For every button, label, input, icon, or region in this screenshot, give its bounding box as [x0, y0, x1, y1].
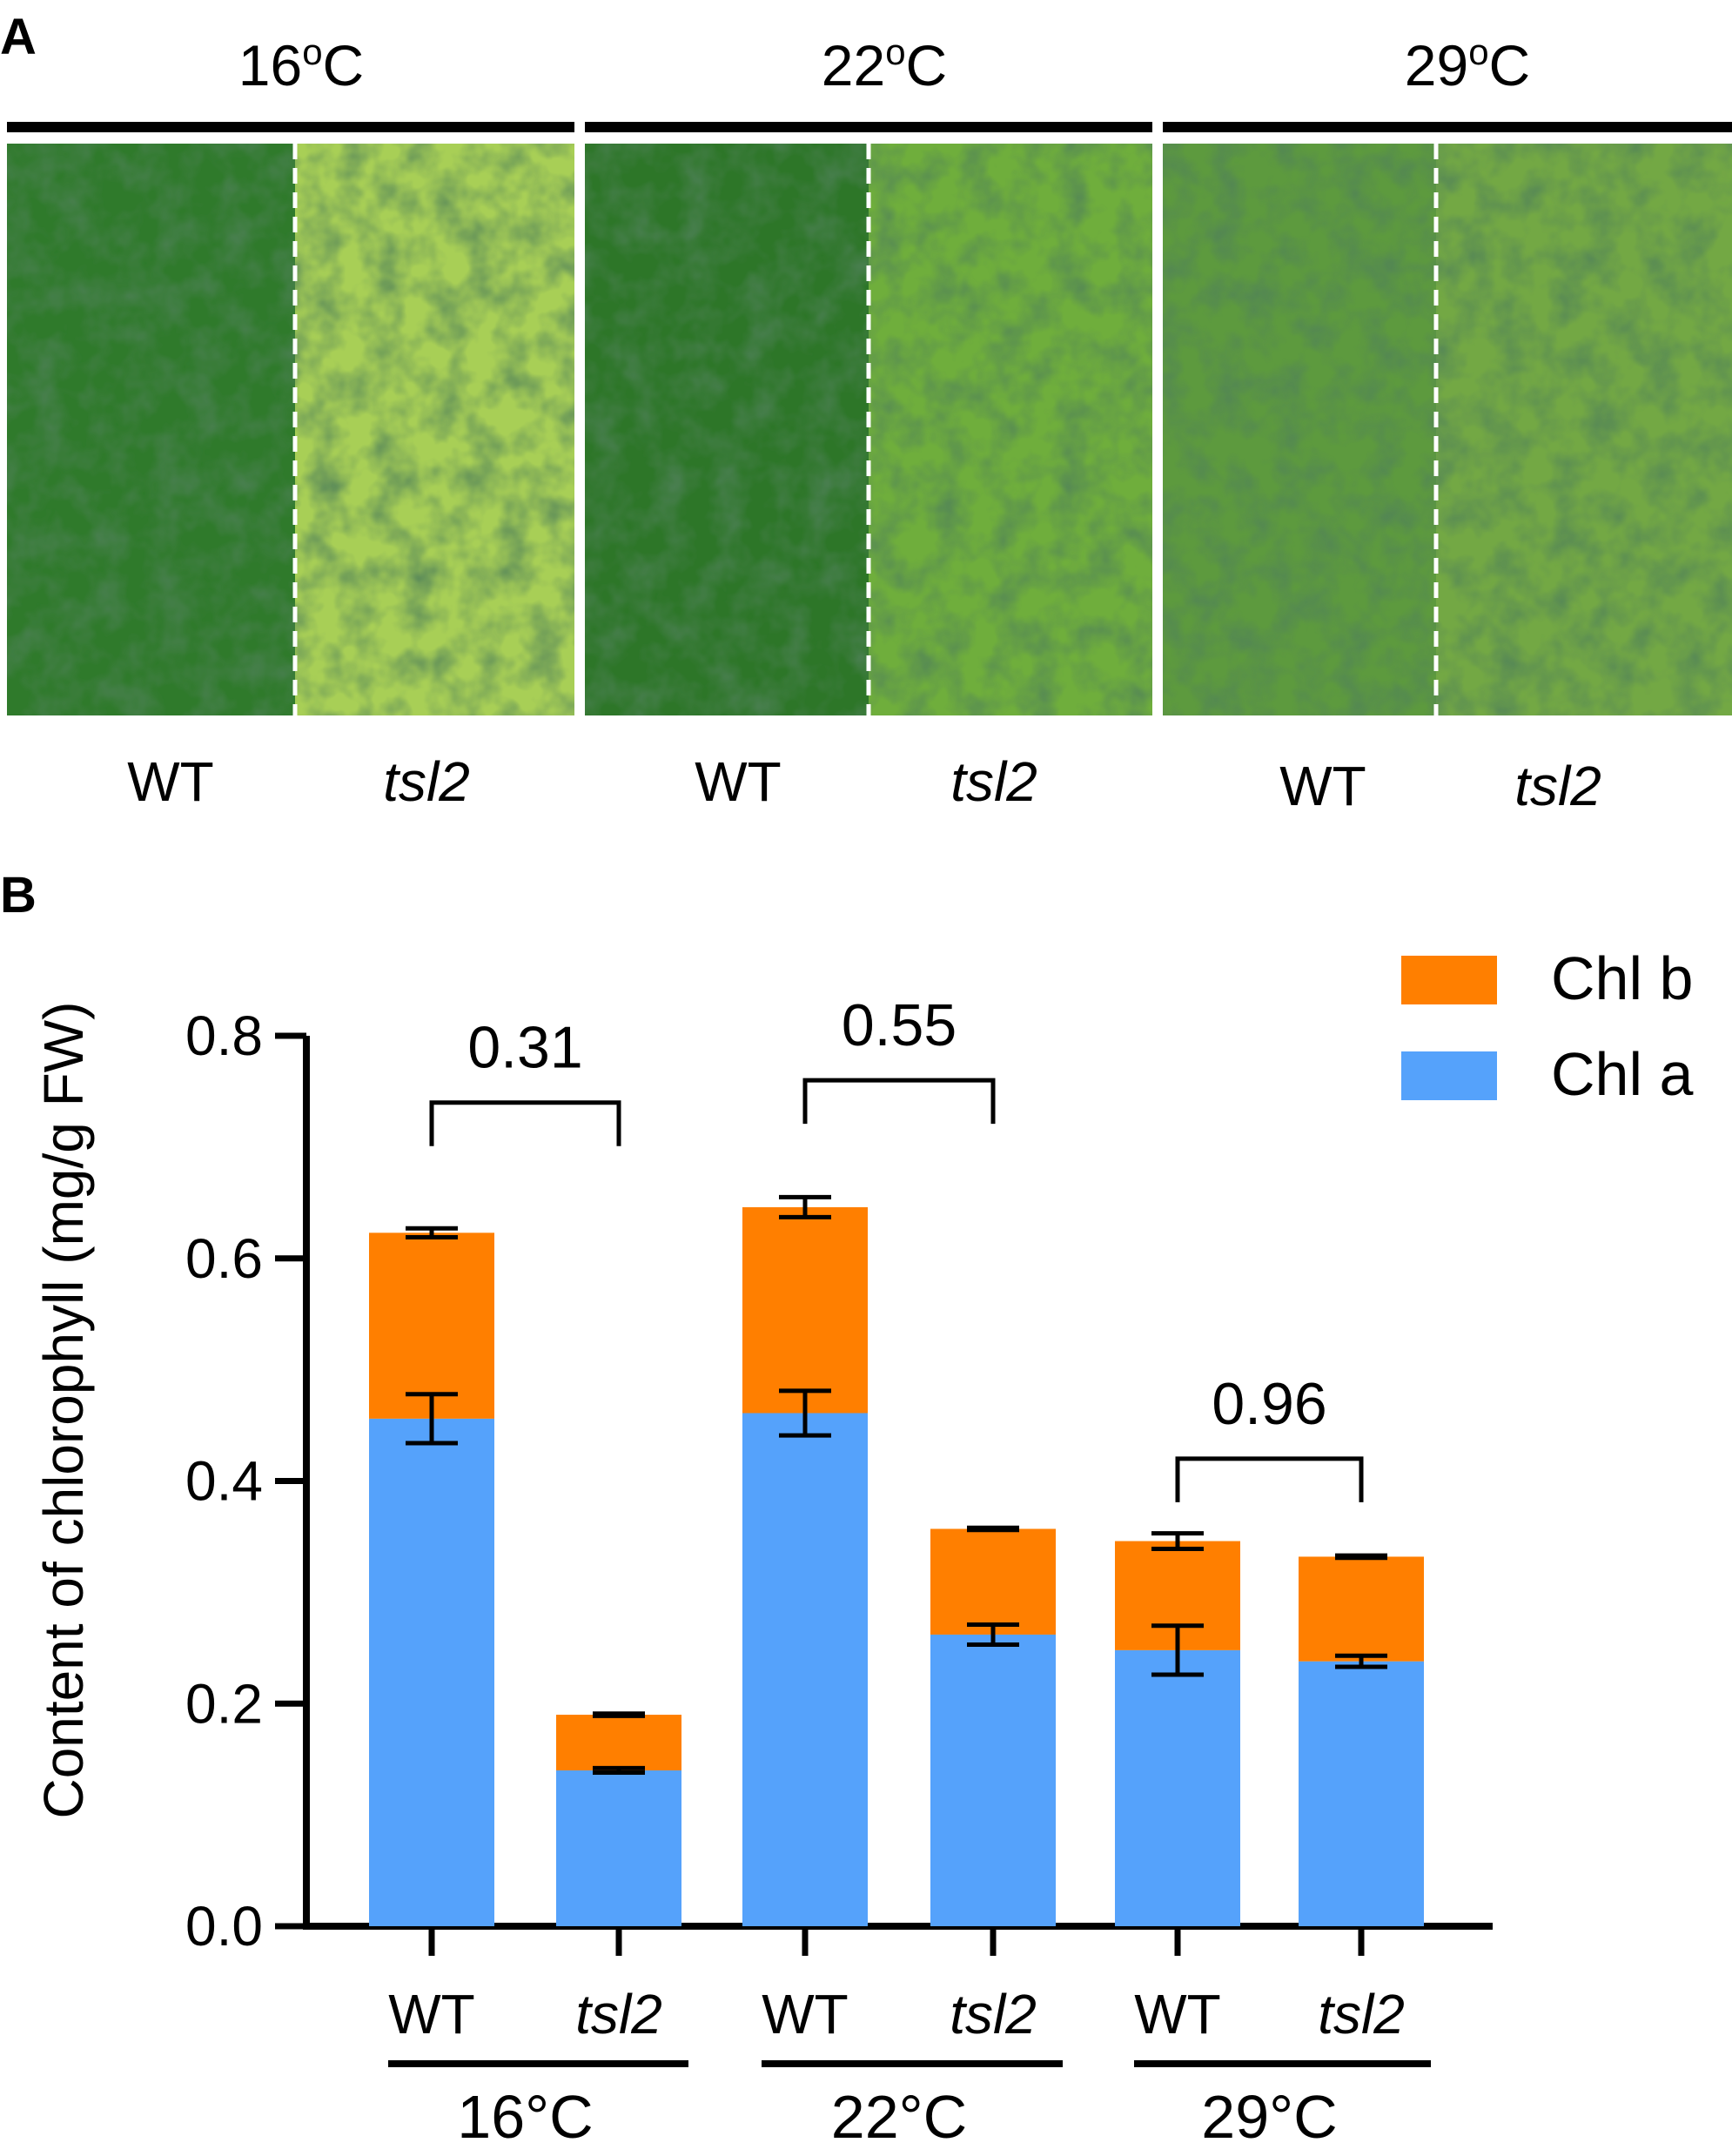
photo-label-29c-wt: WT — [1279, 755, 1366, 817]
bar-chl-b-0 — [369, 1232, 494, 1419]
x-category-label-3: tsl2 — [950, 1983, 1037, 2045]
bar-chl-a-3 — [930, 1634, 1056, 1926]
panel-a-temp-22: 22oC — [822, 31, 947, 97]
photo-22c-wt-texture — [585, 144, 869, 715]
photo-label-22c-tsl2: tsl2 — [950, 750, 1037, 813]
group-label-2: 29°C — [1201, 2083, 1337, 2151]
bar-chl-b-5 — [1299, 1556, 1424, 1662]
panel-a-header-bar-22 — [585, 122, 1152, 132]
photo-22c-tsl2-texture — [869, 144, 1152, 715]
p-value-label-0: 0.31 — [467, 1015, 582, 1081]
panel-a-temp-16: 16oC — [238, 31, 364, 97]
x-category-label-1: tsl2 — [575, 1983, 662, 2045]
panel-b: B Content of chlorophyll (mg/g FW) 0.0 0.2… — [0, 867, 1693, 2151]
photo-label-16c-wt: WT — [127, 750, 214, 813]
panel-a: A 16oC 22oC 29oC — [0, 9, 1732, 817]
bar-chl-a-5 — [1299, 1661, 1424, 1926]
p-value-label-1: 0.55 — [842, 992, 957, 1058]
panel-a-temp-29: 29oC — [1405, 31, 1530, 97]
group-bar-0 — [388, 2060, 688, 2067]
stacked-bar-chart: Content of chlorophyll (mg/g FW) 0.0 0.2 0.… — [32, 944, 1694, 2151]
y-tick-label-1: 0.2 — [185, 1672, 263, 1735]
bar-chl-b-1 — [556, 1715, 681, 1770]
bar-chl-a-0 — [369, 1418, 494, 1926]
panel-a-label: A — [0, 9, 37, 65]
photo-16c-wt-texture — [7, 144, 295, 715]
significance-bracket-2 — [1175, 1456, 1364, 1502]
legend-label-0: Chl b — [1551, 944, 1693, 1012]
photo-label-22c-wt: WT — [695, 750, 782, 813]
legend-swatch-1 — [1401, 1051, 1497, 1100]
y-axis-title: Content of chlorophyll (mg/g FW) — [32, 1002, 95, 1819]
photo-label-16c-tsl2: tsl2 — [383, 750, 470, 813]
y-tick-label-3: 0.6 — [185, 1227, 263, 1290]
photo-29c-tsl2-texture — [1436, 144, 1732, 715]
x-category-label-4: WT — [1134, 1983, 1221, 2045]
legend-swatch-0 — [1401, 956, 1497, 1004]
bar-chl-a-2 — [742, 1413, 868, 1926]
photo-22c — [585, 144, 1152, 715]
legend-label-1: Chl a — [1551, 1040, 1693, 1108]
x-category-label-2: WT — [762, 1983, 849, 2045]
group-label-0: 16°C — [457, 2083, 593, 2151]
panel-b-label: B — [0, 867, 37, 924]
panel-a-header-bar-16 — [7, 122, 574, 132]
bar-chl-a-4 — [1115, 1649, 1240, 1926]
y-tick-label-2: 0.4 — [185, 1450, 263, 1513]
bar-chl-b-2 — [742, 1206, 868, 1414]
photo-29c — [1163, 144, 1732, 715]
panel-a-header-bar-29 — [1163, 122, 1732, 132]
group-bar-1 — [762, 2060, 1063, 2067]
photo-16c-tsl2-texture — [295, 144, 574, 715]
photo-16c — [7, 144, 574, 715]
photo-label-29c-tsl2: tsl2 — [1514, 755, 1601, 817]
bar-chl-b-3 — [930, 1528, 1056, 1635]
photo-29c-wt-texture — [1163, 144, 1436, 715]
significance-bracket-0 — [429, 1100, 621, 1146]
y-tick-label-0: 0.0 — [185, 1895, 263, 1958]
bar-chl-a-1 — [556, 1770, 681, 1926]
p-value-label-2: 0.96 — [1212, 1371, 1326, 1437]
y-tick-label-4: 0.8 — [185, 1004, 263, 1067]
x-category-label-0: WT — [388, 1983, 475, 2045]
group-label-1: 22°C — [831, 2083, 967, 2151]
significance-bracket-1 — [802, 1078, 996, 1125]
group-bar-2 — [1134, 2060, 1431, 2067]
x-category-label-5: tsl2 — [1318, 1983, 1405, 2045]
